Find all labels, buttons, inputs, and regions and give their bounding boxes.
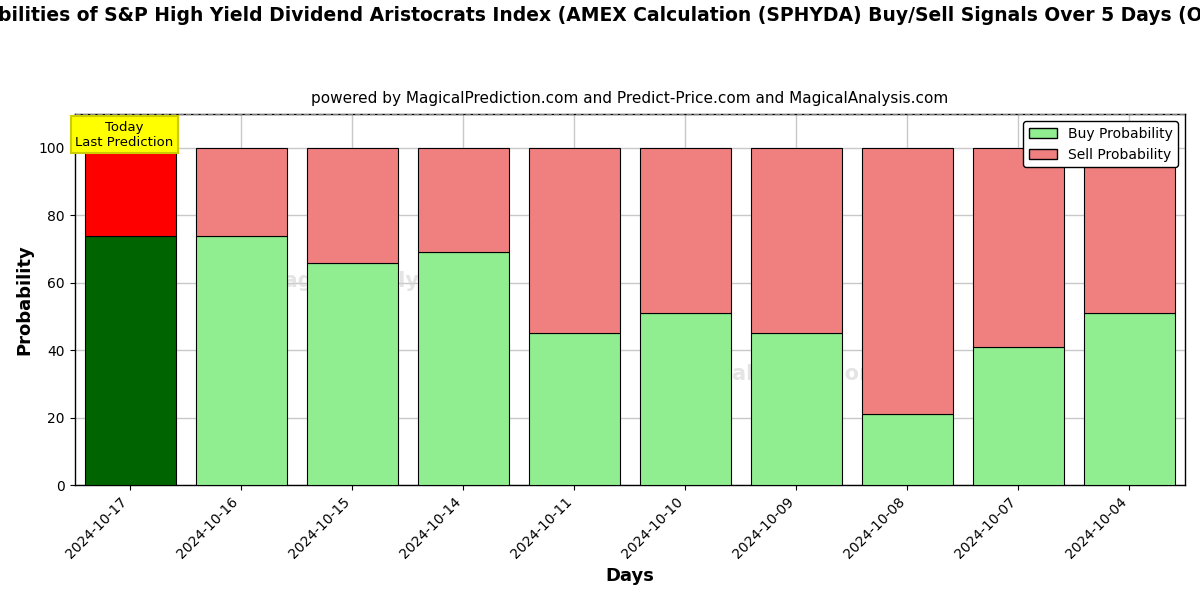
Bar	[640, 148, 731, 313]
Bar	[862, 415, 953, 485]
Bar	[85, 148, 175, 236]
Bar	[973, 347, 1064, 485]
Bar	[640, 313, 731, 485]
Text: MagicalAnalysis.com: MagicalAnalysis.com	[263, 271, 508, 291]
Bar	[1084, 148, 1175, 313]
Text: Today
Last Prediction: Today Last Prediction	[76, 121, 174, 149]
Y-axis label: Probability: Probability	[16, 244, 34, 355]
Title: powered by MagicalPrediction.com and Predict-Price.com and MagicalAnalysis.com: powered by MagicalPrediction.com and Pre…	[311, 91, 948, 106]
Bar	[307, 148, 397, 263]
Bar	[751, 334, 842, 485]
Text: Probabilities of S&P High Yield Dividend Aristocrats Index (AMEX Calculation (SP: Probabilities of S&P High Yield Dividend…	[0, 6, 1200, 25]
Bar	[307, 263, 397, 485]
Bar	[1084, 313, 1175, 485]
Bar	[529, 334, 620, 485]
Bar	[862, 148, 953, 415]
Legend: Buy Probability, Sell Probability: Buy Probability, Sell Probability	[1024, 121, 1178, 167]
Text: MagicalPrediction.com: MagicalPrediction.com	[662, 364, 930, 384]
Bar	[196, 148, 287, 236]
Bar	[751, 148, 842, 334]
Bar	[196, 236, 287, 485]
Bar	[973, 148, 1064, 347]
Bar	[418, 148, 509, 253]
Bar	[529, 148, 620, 334]
Bar	[85, 236, 175, 485]
X-axis label: Days: Days	[605, 567, 654, 585]
Bar	[418, 253, 509, 485]
